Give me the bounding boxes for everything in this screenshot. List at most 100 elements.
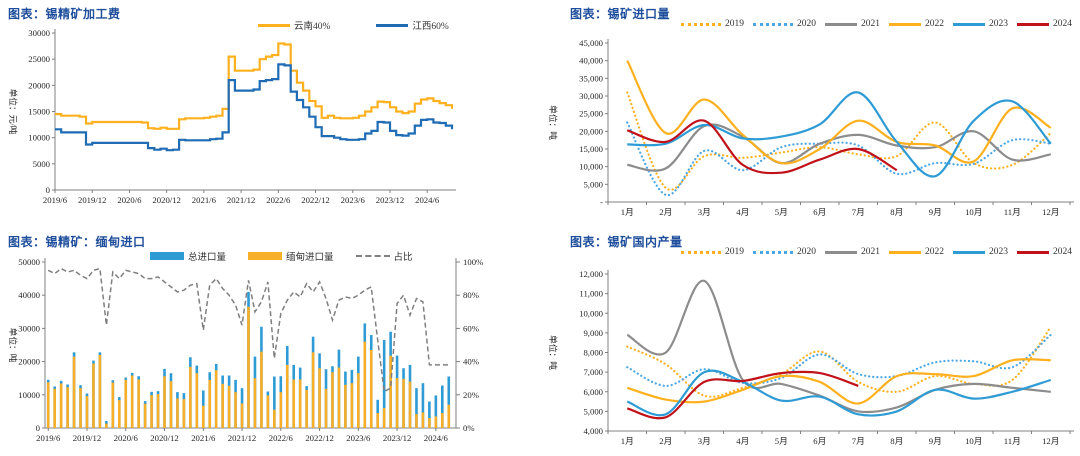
legend-label-占比: 占比: [393, 253, 413, 263]
x-tick-label: 4月: [736, 436, 749, 446]
y2-tick-label: 40%: [463, 357, 479, 367]
y-tick-label: 0: [36, 423, 41, 433]
x-tick-label: 8月: [890, 436, 903, 446]
y-axis-ticks: 0 10000 20000 30000 40000 50000: [18, 257, 45, 433]
y-axis-ticks: 0 5000 10000 15000 20000 25000 30000: [28, 28, 55, 195]
bar-缅甸进口量: [441, 413, 444, 428]
x-tick-label: 1月: [621, 436, 634, 446]
x-tick-label: 2020/12: [150, 433, 178, 443]
series-line-2020: [626, 121, 1052, 197]
series-line-占比: [47, 267, 449, 393]
y-tick-label: 40000: [18, 290, 40, 300]
legend-item-江西60%: 江西60%: [376, 18, 449, 32]
y-tick-label: 10000: [28, 133, 50, 143]
y-tick-label: 25000: [28, 54, 50, 64]
x-axis-ticks: 2019/6 2019/12 2020/6 2020/12 2021/6 2021/12 2…: [36, 428, 449, 443]
y-axis-ticks: 4,000 5,000 6,000 7,000 8,000 9,000 10,000 11,0…: [579, 269, 608, 436]
y-axis-ticks: - 5,000 10,000 15,000 20,000 25,000 30,000 35,0…: [579, 38, 608, 207]
bar-缅甸进口量: [318, 368, 321, 428]
bar-总进口量: [428, 401, 431, 428]
bar-缅甸进口量: [124, 379, 128, 428]
bar-缅甸进口量: [273, 409, 276, 428]
bar-缅甸进口量: [130, 375, 134, 428]
x-tick-label: 2022/12: [301, 195, 329, 205]
chart-title-ore-imports: 图表：锡矿进口量: [570, 7, 671, 21]
legend-item-2023: 2023: [953, 19, 1008, 29]
bar-缅甸进口量: [363, 341, 367, 428]
legend-label-2022: 2022: [925, 247, 944, 257]
bar-缅甸进口量: [208, 379, 212, 428]
y-tick-label: 45,000: [579, 38, 604, 48]
bar-缅甸进口量: [111, 382, 115, 428]
y-tick-label: 4,000: [583, 426, 603, 436]
legend-label-2021: 2021: [861, 247, 880, 257]
bar-缅甸进口量: [434, 416, 438, 428]
bar-缅甸进口量: [376, 413, 380, 428]
legend-swatch-2023: [953, 250, 985, 254]
series-line-2022: [626, 358, 1051, 405]
bar-缅甸进口量: [105, 423, 108, 428]
bar-缅甸进口量: [156, 394, 160, 428]
x-tick-label: 2022/6: [266, 195, 291, 205]
x-tick-label: 5月: [775, 207, 788, 217]
legend-item-云南40%: 云南40%: [258, 18, 330, 32]
y-tick-label: 10,000: [579, 308, 604, 318]
bar-缅甸进口量: [221, 383, 224, 428]
y-tick-label: 0: [46, 185, 51, 195]
bar-缅甸进口量: [253, 378, 257, 428]
bar-总进口量: [441, 385, 444, 428]
series-line-2024: [626, 119, 898, 175]
bar-缅甸进口量: [298, 379, 302, 428]
legend-item-2019: 2019: [681, 19, 744, 29]
bar-缅甸进口量: [447, 404, 451, 428]
bar-缅甸进口量: [234, 392, 237, 428]
y-tick-label: 15,000: [579, 144, 604, 154]
y2-tick-label: 100%: [463, 257, 483, 267]
y2-tick-label: 60%: [463, 323, 479, 333]
legend-item-2022: 2022: [889, 247, 944, 257]
x-tick-label: 2019/6: [36, 433, 61, 443]
y-tick-label: 20,000: [579, 126, 604, 136]
bar-缅甸进口量: [395, 378, 399, 428]
bar-缅甸进口量: [408, 381, 412, 428]
legend-item-占比: 占比: [355, 249, 413, 263]
legend-label-2024: 2024: [1053, 19, 1072, 29]
legend-label-2019: 2019: [725, 247, 744, 257]
x-tick-label: 10月: [965, 207, 982, 217]
x-tick-label: 2023/6: [341, 195, 366, 205]
legend-swatch-2022: [889, 22, 921, 26]
bar-缅甸进口量: [260, 351, 263, 428]
legend-swatch-2021: [825, 250, 857, 254]
y-tick-label: 30000: [28, 28, 50, 38]
series-line-2019: [626, 91, 1052, 191]
x-tick-label: 2019/12: [78, 195, 106, 205]
legend-label-云南40%: 云南40%: [294, 22, 331, 32]
bar-缅甸进口量: [350, 383, 354, 428]
bar-缅甸进口量: [195, 373, 199, 428]
x-tick-label: 6月: [813, 436, 826, 446]
bar-缅甸进口量: [137, 379, 140, 428]
bar-缅甸进口量: [292, 379, 296, 428]
bar-缅甸进口量: [279, 392, 283, 428]
bar-缅甸进口量: [176, 398, 179, 428]
legend-swatch-2021: [825, 22, 857, 26]
series-line-云南40%: [55, 42, 454, 130]
legend-myanmar-imports: 总进口量 缅甸进口量 占比: [150, 249, 413, 263]
x-tick-label: 3月: [698, 436, 711, 446]
bar-缅甸进口量: [53, 388, 56, 428]
y-tick-label: 5,000: [583, 406, 603, 416]
domestic-production-chart: 4,000 5,000 6,000 7,000 8,000 9,000 10,000 11,0…: [548, 269, 1074, 446]
bar-缅甸进口量: [182, 399, 186, 428]
bar-缅甸进口量: [240, 403, 244, 428]
bar-缅甸进口量: [66, 387, 69, 428]
legend-label-2019: 2019: [725, 19, 744, 29]
series-line-2024: [626, 370, 859, 420]
series-line-2023: [626, 369, 1052, 417]
x-tick-label: 4月: [736, 207, 749, 217]
bar-缅甸进口量: [189, 366, 192, 428]
series-bars-缅甸进口量: [46, 306, 451, 428]
bar-缅甸进口量: [163, 376, 166, 428]
y-tick-label: 25,000: [579, 109, 604, 119]
bar-缅甸进口量: [227, 385, 231, 428]
